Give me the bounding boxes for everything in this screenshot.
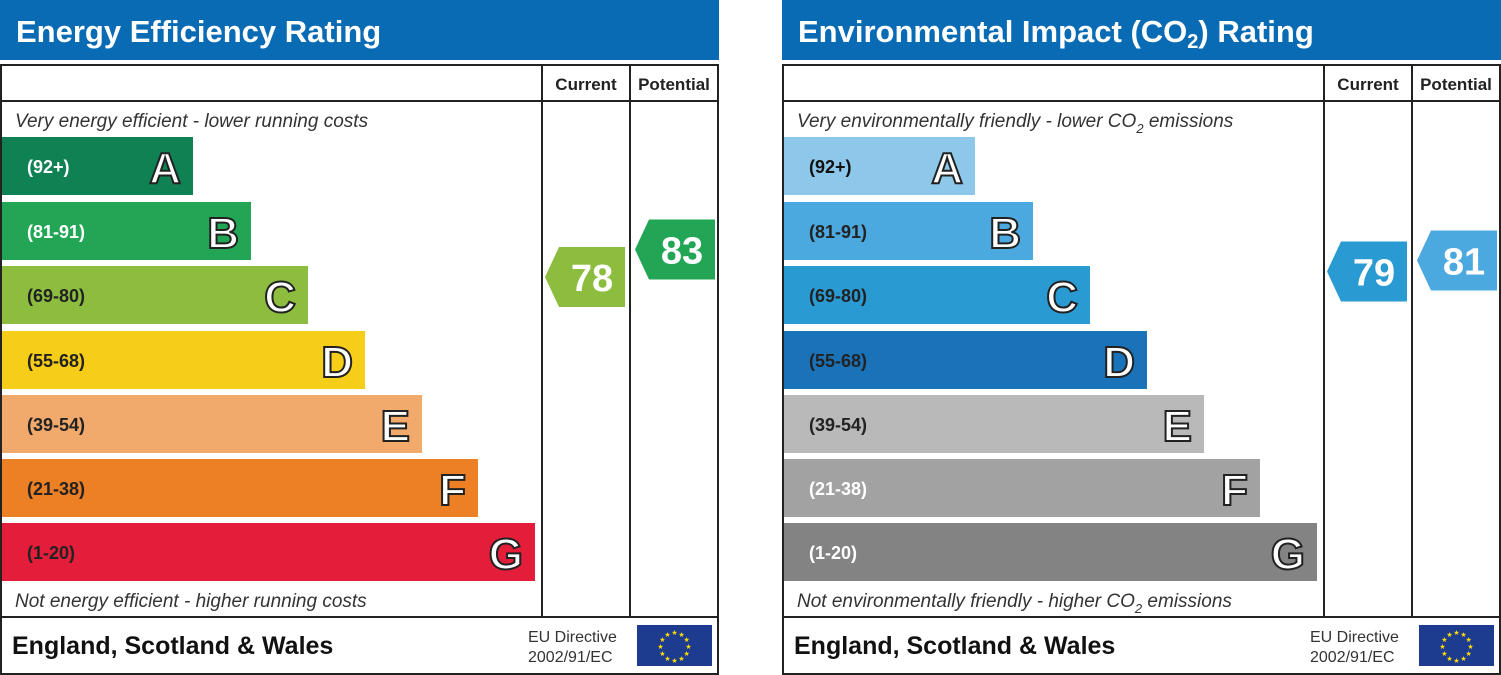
eu-star-icon: ★ [1460, 631, 1466, 639]
potential-rating-arrow [635, 219, 715, 280]
band-letter: F [1221, 466, 1248, 515]
column-header-potential: Potential [1420, 75, 1492, 94]
band-bar-B [2, 202, 251, 260]
bottom-note: Not energy efficient - higher running co… [15, 591, 367, 612]
band-letter: E [381, 402, 410, 451]
chart-title: Energy Efficiency Rating [16, 14, 381, 49]
energy-efficiency-chart: Energy Efficiency Rating Current Potential… [0, 0, 719, 675]
band-bar-C [2, 266, 308, 324]
eu-star-icon: ★ [1453, 629, 1459, 637]
band-range: (55-68) [27, 351, 85, 371]
band-letter: F [439, 466, 466, 515]
eu-star-icon: ★ [1441, 650, 1447, 658]
band-bar-C [784, 266, 1090, 324]
band-letter: C [264, 273, 296, 322]
band-bar-A [784, 137, 975, 195]
eu-star-icon: ★ [683, 636, 689, 644]
eu-directive-label: EU Directive [1310, 629, 1399, 646]
band-letter: C [1046, 273, 1078, 322]
potential-rating-value: 81 [1443, 242, 1485, 284]
top-note: Very energy efficient - lower running co… [15, 111, 369, 132]
potential-rating-value: 83 [661, 231, 703, 273]
eu-directive-label: EU Directive [528, 629, 617, 646]
band-letter: A [931, 144, 963, 193]
title-bar [0, 0, 719, 60]
eu-star-icon: ★ [671, 629, 677, 637]
chart-title: Environmental Impact (CO2) Rating [798, 14, 1314, 53]
band-letter: D [321, 338, 353, 387]
eu-star-icon: ★ [1467, 643, 1473, 651]
band-range: (21-38) [809, 479, 867, 499]
environmental-impact-chart: Environmental Impact (CO2) Rating Current… [782, 0, 1501, 675]
bottom-note: Not environmentally friendly - higher CO… [797, 591, 1232, 616]
band-range: (92+) [809, 157, 852, 177]
band-bar-D [2, 331, 365, 389]
eu-star-icon: ★ [664, 631, 670, 639]
band-bar-E [784, 395, 1204, 453]
band-range: (39-54) [809, 415, 867, 435]
column-header-potential: Potential [638, 75, 710, 94]
eu-star-icon: ★ [685, 643, 691, 651]
band-bar-G [2, 523, 535, 581]
band-letter: G [489, 530, 523, 579]
band-bar-D [784, 331, 1147, 389]
eu-star-icon: ★ [657, 643, 663, 651]
band-range: (39-54) [27, 415, 85, 435]
eu-star-icon: ★ [659, 650, 665, 658]
band-range: (92+) [27, 157, 70, 177]
band-range: (81-91) [809, 222, 867, 242]
band-bar-A [2, 137, 193, 195]
eu-star-icon: ★ [671, 657, 677, 665]
current-rating-value: 79 [1353, 253, 1395, 295]
band-range: (69-80) [27, 286, 85, 306]
eu-star-icon: ★ [683, 650, 689, 658]
column-header-current: Current [1337, 75, 1399, 94]
eu-directive-number: 2002/91/EC [528, 649, 613, 666]
eu-star-icon: ★ [659, 636, 665, 644]
eu-star-icon: ★ [1446, 655, 1452, 663]
band-letter: D [1103, 338, 1135, 387]
footer-region: England, Scotland & Wales [12, 632, 333, 660]
band-range: (69-80) [809, 286, 867, 306]
eu-star-icon: ★ [1441, 636, 1447, 644]
title-bar [782, 0, 1501, 60]
potential-rating-arrow [1417, 230, 1497, 291]
eu-star-icon: ★ [678, 655, 684, 663]
band-range: (21-38) [27, 479, 85, 499]
eu-star-icon: ★ [1439, 643, 1445, 651]
band-range: (1-20) [27, 543, 75, 563]
eu-star-icon: ★ [678, 631, 684, 639]
eu-star-icon: ★ [1465, 650, 1471, 658]
chart-frame [0, 64, 719, 675]
footer-region: England, Scotland & Wales [794, 632, 1115, 660]
band-range: (81-91) [27, 222, 85, 242]
band-letter: E [1163, 402, 1192, 451]
eu-star-icon: ★ [664, 655, 670, 663]
band-letter: B [207, 209, 239, 258]
current-rating-arrow [545, 247, 625, 307]
current-rating-value: 78 [571, 258, 613, 300]
eu-directive-number: 2002/91/EC [1310, 649, 1395, 666]
band-range: (55-68) [809, 351, 867, 371]
band-bar-G [784, 523, 1317, 581]
band-letter: A [149, 144, 181, 193]
band-bar-F [784, 459, 1260, 517]
band-bar-E [2, 395, 422, 453]
eu-flag-icon [637, 625, 712, 666]
eu-star-icon: ★ [1465, 636, 1471, 644]
column-header-current: Current [555, 75, 617, 94]
band-bar-F [2, 459, 478, 517]
band-range: (1-20) [809, 543, 857, 563]
chart-frame [782, 64, 1501, 675]
eu-star-icon: ★ [1453, 657, 1459, 665]
current-rating-arrow [1327, 241, 1407, 302]
band-bar-B [784, 202, 1033, 260]
band-letter: G [1271, 530, 1305, 579]
eu-star-icon: ★ [1460, 655, 1466, 663]
band-letter: B [989, 209, 1021, 258]
eu-flag-icon [1419, 625, 1494, 666]
top-note: Very environmentally friendly - lower CO… [797, 111, 1234, 136]
eu-star-icon: ★ [1446, 631, 1452, 639]
